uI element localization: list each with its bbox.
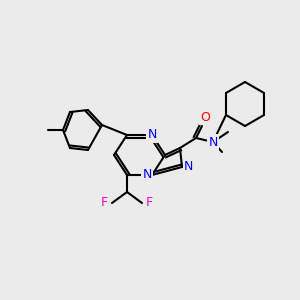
- Text: F: F: [101, 196, 108, 209]
- Text: O: O: [200, 111, 210, 124]
- Text: F: F: [146, 196, 153, 209]
- Text: N: N: [142, 167, 152, 181]
- Text: N: N: [147, 128, 157, 142]
- Text: N: N: [184, 160, 194, 173]
- Text: N: N: [208, 136, 218, 148]
